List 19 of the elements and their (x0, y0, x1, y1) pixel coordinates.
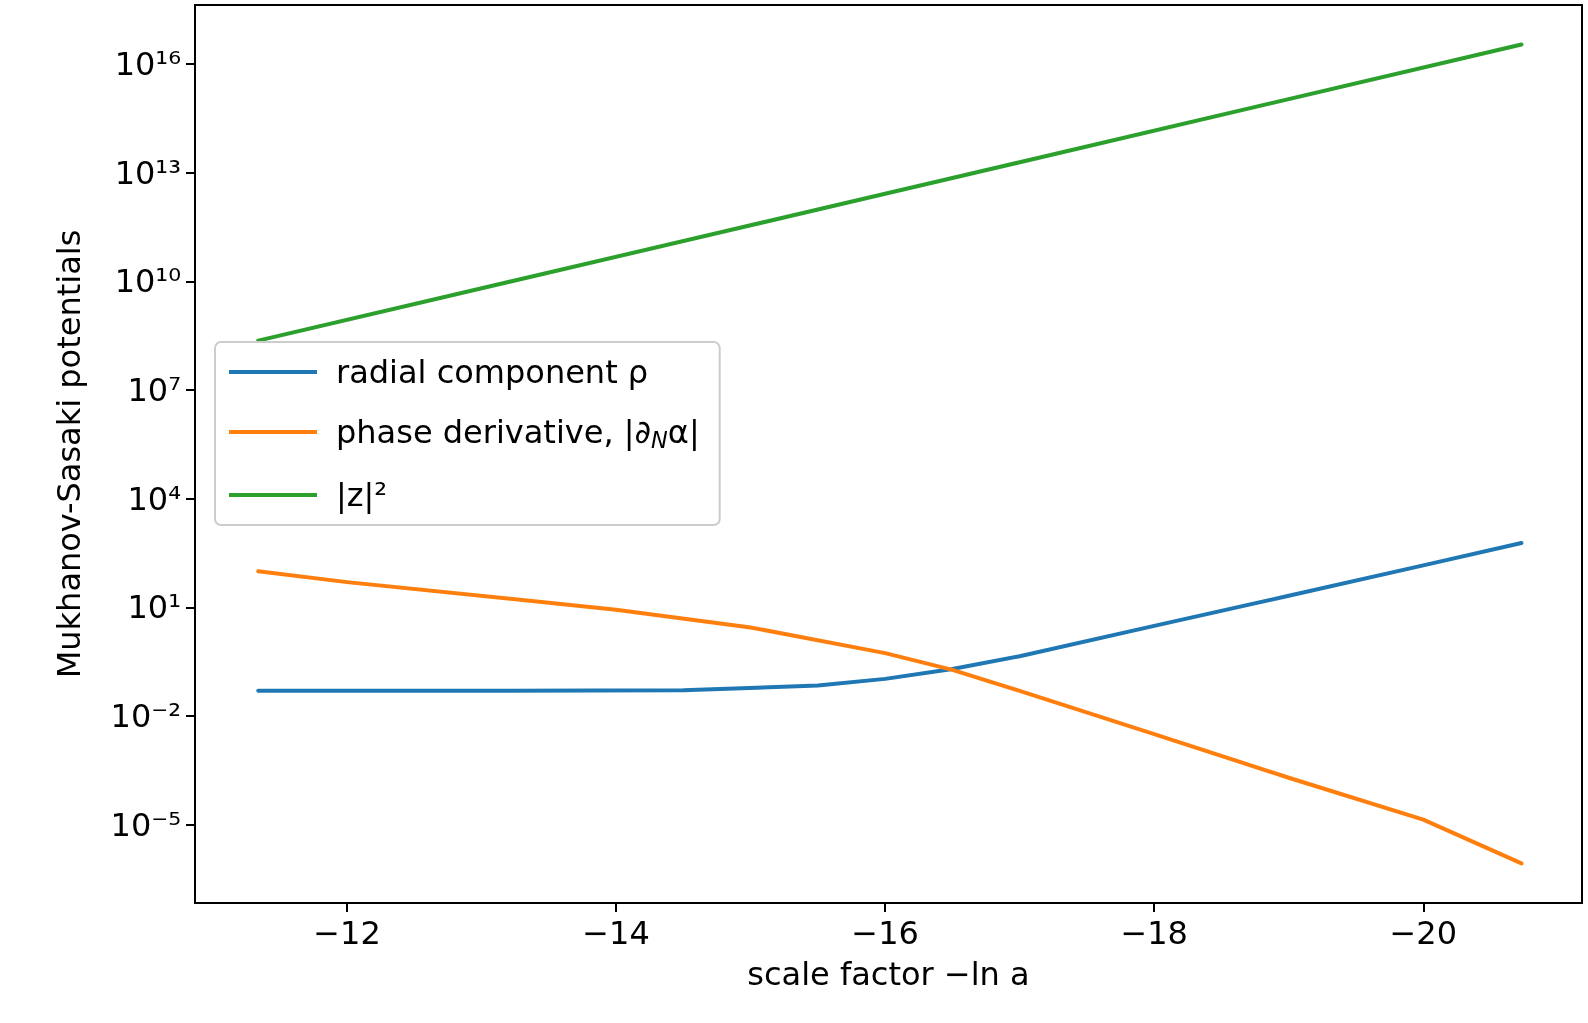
y-tick-label: 10¹⁶ (114, 44, 181, 83)
legend-label: radial component ρ (336, 353, 649, 391)
line-series (256, 541, 1524, 693)
y-tick-label: 10¹⁰ (114, 262, 181, 301)
y-tick-label: 10⁻⁵ (110, 805, 181, 844)
x-tick-label: −18 (1120, 914, 1188, 952)
x-tick-label: −16 (851, 914, 919, 952)
y-axis-title: Mukhanov-Sasaki potentials (50, 229, 88, 679)
line-series (256, 569, 1524, 866)
x-tick-label: −12 (313, 914, 381, 952)
x-tick-label: −14 (582, 914, 650, 952)
x-tick-label: −20 (1389, 914, 1458, 952)
y-tick-label: 10¹ (127, 588, 181, 627)
y-tick-label: 10¹³ (114, 153, 181, 192)
x-axis-title: scale factor −ln a (747, 955, 1030, 993)
legend-label: |z|² (336, 476, 388, 514)
y-tick-label: 10⁴ (127, 479, 181, 518)
y-tick-label: 10⁷ (127, 371, 181, 409)
y-tick-label: 10⁻² (110, 697, 181, 736)
